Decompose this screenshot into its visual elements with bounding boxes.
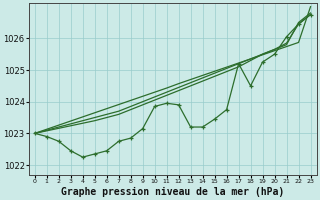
X-axis label: Graphe pression niveau de la mer (hPa): Graphe pression niveau de la mer (hPa)	[61, 186, 284, 197]
